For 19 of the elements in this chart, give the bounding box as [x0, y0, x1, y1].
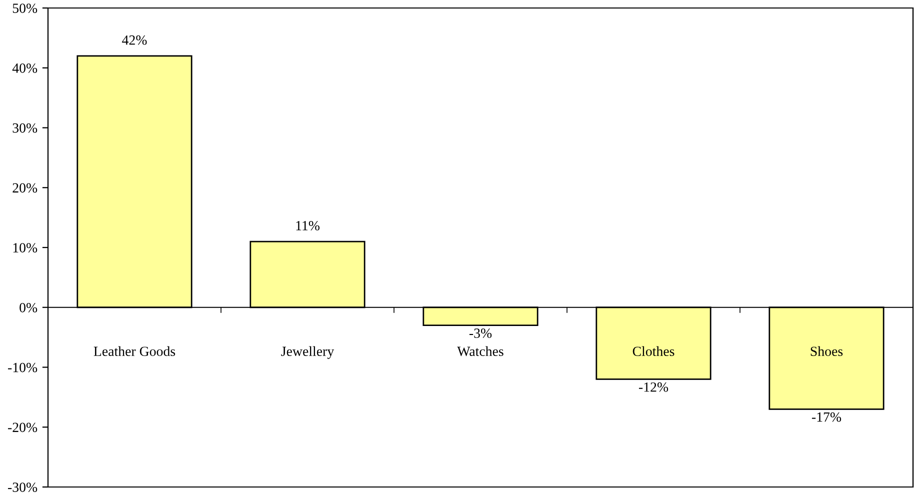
y-tick-label: 30%	[12, 123, 38, 133]
y-tick-label: 50%	[12, 4, 38, 13]
data-label: 11%	[296, 220, 320, 230]
y-tick-label: 10%	[13, 243, 38, 252]
y-tick-label: -30%	[8, 482, 38, 492]
x-tick-label: Clothes	[632, 346, 674, 356]
data-label: -12%	[638, 382, 668, 392]
y-tick-label: 0%	[20, 302, 38, 312]
x-tick-label: Jewellery	[281, 346, 334, 359]
x-tick-label: Leather Goods	[94, 346, 176, 356]
y-tick-label: 20%	[12, 183, 38, 193]
y-tick-label: -10%	[8, 362, 38, 372]
x-tick-label: Shoes	[810, 346, 843, 356]
data-label: -3%	[469, 328, 492, 338]
y-tick-label: 40%	[12, 63, 38, 73]
data-label: -17%	[812, 412, 842, 422]
y-tick-label: -20%	[8, 422, 38, 432]
data-label: 42%	[122, 35, 147, 45]
x-tick-label: Watches	[457, 346, 504, 356]
